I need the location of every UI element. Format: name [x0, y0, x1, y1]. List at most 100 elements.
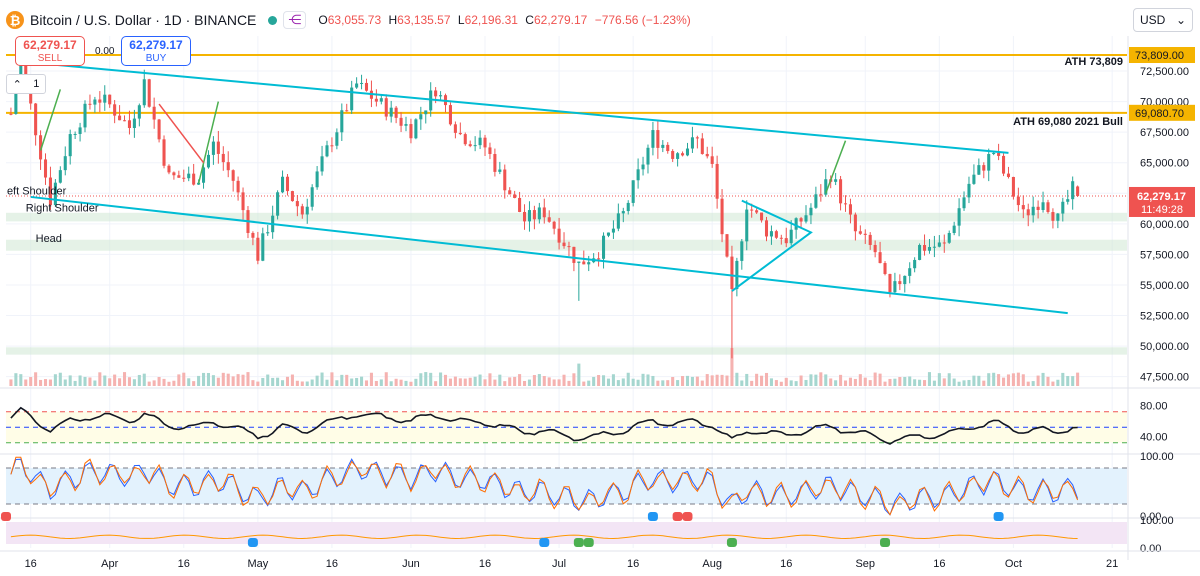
candle-body	[671, 151, 675, 159]
candle-body	[34, 103, 38, 136]
candle-body	[547, 217, 551, 222]
candle-body	[705, 153, 709, 157]
candle-body	[152, 106, 156, 120]
volume-bar	[681, 376, 685, 386]
candle-body	[493, 154, 497, 172]
candle-body	[755, 210, 759, 213]
volume-bar	[350, 378, 354, 386]
time-tick-label: May	[247, 558, 268, 570]
volume-bar	[616, 380, 620, 386]
candle-body	[681, 153, 685, 156]
signal-marker	[682, 512, 693, 521]
time-tick-label: 16	[780, 558, 792, 570]
volume-bar	[750, 380, 754, 386]
currency-label: USD	[1140, 13, 1166, 27]
volume-bar	[513, 376, 517, 386]
volume-bar	[671, 377, 675, 386]
volume-bar	[1011, 373, 1015, 386]
buy-button[interactable]: 62,279.17 BUY	[121, 36, 191, 66]
volume-bar	[157, 377, 161, 386]
key-price-tag	[1129, 47, 1195, 64]
volume-bar	[656, 380, 660, 386]
candle-body	[922, 245, 927, 251]
candle-body	[918, 245, 922, 260]
candle-body	[631, 180, 635, 203]
volume-bar	[829, 378, 833, 386]
volume-bar	[621, 378, 625, 386]
channel-upper-line	[30, 61, 1009, 154]
candle-body	[527, 210, 531, 222]
volume-bar	[463, 378, 467, 386]
chart-drawings[interactable]: eft Shoulder Right Shoulder Head	[7, 61, 1068, 315]
candle-body	[231, 170, 235, 181]
candle-body	[814, 194, 818, 208]
volume-bar	[29, 377, 33, 386]
candle-body	[345, 110, 349, 112]
time-tick-label: Jul	[552, 558, 566, 570]
volume-bar	[429, 372, 433, 386]
volume-bar	[246, 372, 250, 386]
candle-body	[88, 103, 92, 105]
volume-bar	[448, 378, 452, 386]
drawings-toggle[interactable]: ⌃ 1	[6, 74, 46, 94]
volume-bar	[942, 378, 946, 386]
volume-bar	[458, 378, 462, 386]
currency-select[interactable]: USD ⌄	[1133, 8, 1193, 32]
price-tick-label: 60,000.00	[1140, 219, 1189, 231]
candle-body	[992, 152, 996, 155]
candle-body	[740, 241, 744, 261]
candle-body	[577, 261, 581, 263]
volume-bar	[419, 373, 423, 386]
candle-body	[947, 233, 951, 243]
volume-bar	[1051, 381, 1055, 386]
candle-body	[98, 99, 102, 103]
volume-bar	[735, 372, 739, 386]
share-icon[interactable]: ⋲	[283, 11, 307, 29]
candle-body	[58, 170, 62, 183]
candle-body	[1041, 202, 1045, 210]
pane-tick-label: 80.00	[1140, 401, 1168, 413]
volume-bar	[572, 373, 576, 386]
candle-body	[419, 114, 423, 120]
candle-body	[355, 83, 359, 88]
candle-body	[932, 246, 936, 248]
pane-tick-label: 100.00	[1140, 515, 1174, 527]
candle-body	[483, 137, 487, 148]
candle-body	[883, 263, 887, 274]
volume-bar	[908, 376, 912, 386]
volume-bar	[127, 377, 131, 386]
candle-body	[113, 104, 117, 116]
volume-bar	[369, 372, 373, 386]
candle-body	[587, 262, 591, 265]
time-tick-label: 16	[479, 558, 491, 570]
candle-body	[646, 147, 650, 165]
candle-body	[666, 144, 670, 152]
signal-marker	[539, 538, 550, 547]
volume-bar	[443, 374, 448, 386]
volume-bar	[53, 374, 57, 386]
candle-body	[19, 58, 23, 88]
volume-bar	[878, 373, 882, 386]
volume-bar	[972, 375, 976, 386]
volume-bar	[389, 381, 393, 386]
pane-tick-label: 0.00	[1140, 543, 1161, 555]
candle-body	[281, 176, 285, 193]
volume-bar	[399, 379, 403, 386]
candle-body	[320, 156, 324, 172]
price-tick-label: 52,500.00	[1140, 311, 1189, 323]
volume-bar	[774, 380, 778, 386]
volume-bar	[73, 380, 77, 386]
volume-bar	[784, 377, 788, 386]
sell-button[interactable]: 62,279.17 SELL	[15, 36, 85, 66]
volume-bar	[1071, 376, 1075, 386]
candle-body	[325, 145, 329, 157]
volume-bar	[740, 380, 744, 386]
volume-bar	[424, 372, 428, 386]
candle-body	[340, 110, 344, 133]
volume-bar	[522, 380, 527, 386]
candlesticks[interactable]	[9, 53, 1080, 359]
volume-bar	[113, 374, 117, 386]
symbol-title[interactable]: Bitcoin / U.S. Dollar · 1D · BINANCE	[30, 12, 257, 28]
volume-bar	[211, 375, 215, 386]
